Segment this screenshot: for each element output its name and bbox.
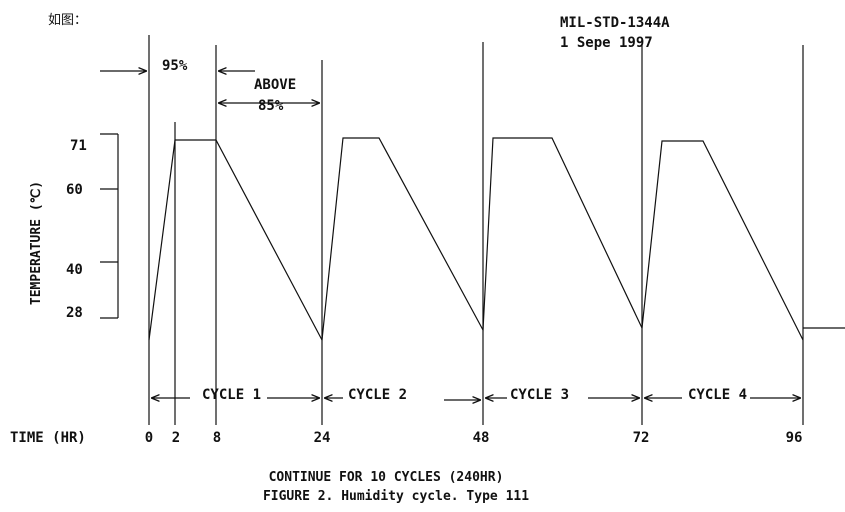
- doc-number: MIL-STD-1344A: [560, 15, 670, 31]
- time-gridlines: [148, 35, 804, 425]
- temperature-profile: [148, 137, 804, 343]
- x-tick-96: 96: [786, 430, 803, 446]
- humidity-above-label: ABOVE: [254, 77, 296, 93]
- y-tick-60: 60: [66, 182, 83, 198]
- y-tick-71: 71: [70, 138, 87, 154]
- y-tick-40: 40: [66, 262, 83, 278]
- x-tick-24: 24: [314, 430, 331, 446]
- humidity-85-label: 85%: [258, 98, 284, 114]
- temperature-axis: [100, 133, 119, 319]
- cycle-arrows: [152, 398, 800, 400]
- x-tick-0: 0: [145, 430, 153, 446]
- cycle-2-label: CYCLE 2: [348, 387, 407, 403]
- cycle-1-label: CYCLE 1: [202, 387, 261, 403]
- x-tick-72: 72: [633, 430, 650, 446]
- cycle-4-label: CYCLE 4: [688, 387, 747, 403]
- doc-date: 1 Sepe 1997: [560, 35, 653, 51]
- continue-note: CONTINUE FOR 10 CYCLES (240HR): [269, 470, 504, 485]
- x-tick-2: 2: [172, 430, 180, 446]
- x-axis-label: TIME (HR): [10, 430, 86, 446]
- humidity-95-label: 95%: [162, 58, 188, 74]
- humidity-arrows: [100, 71, 319, 103]
- y-axis-label: TEMPERATURE (℃): [29, 181, 44, 305]
- intro-label: 如图：: [48, 12, 87, 28]
- figure-caption: FIGURE 2. Humidity cycle. Type 111: [263, 489, 529, 504]
- y-tick-28: 28: [66, 305, 83, 321]
- cycle-3-label: CYCLE 3: [510, 387, 569, 403]
- x-tick-48: 48: [473, 430, 490, 446]
- x-tick-8: 8: [213, 430, 221, 446]
